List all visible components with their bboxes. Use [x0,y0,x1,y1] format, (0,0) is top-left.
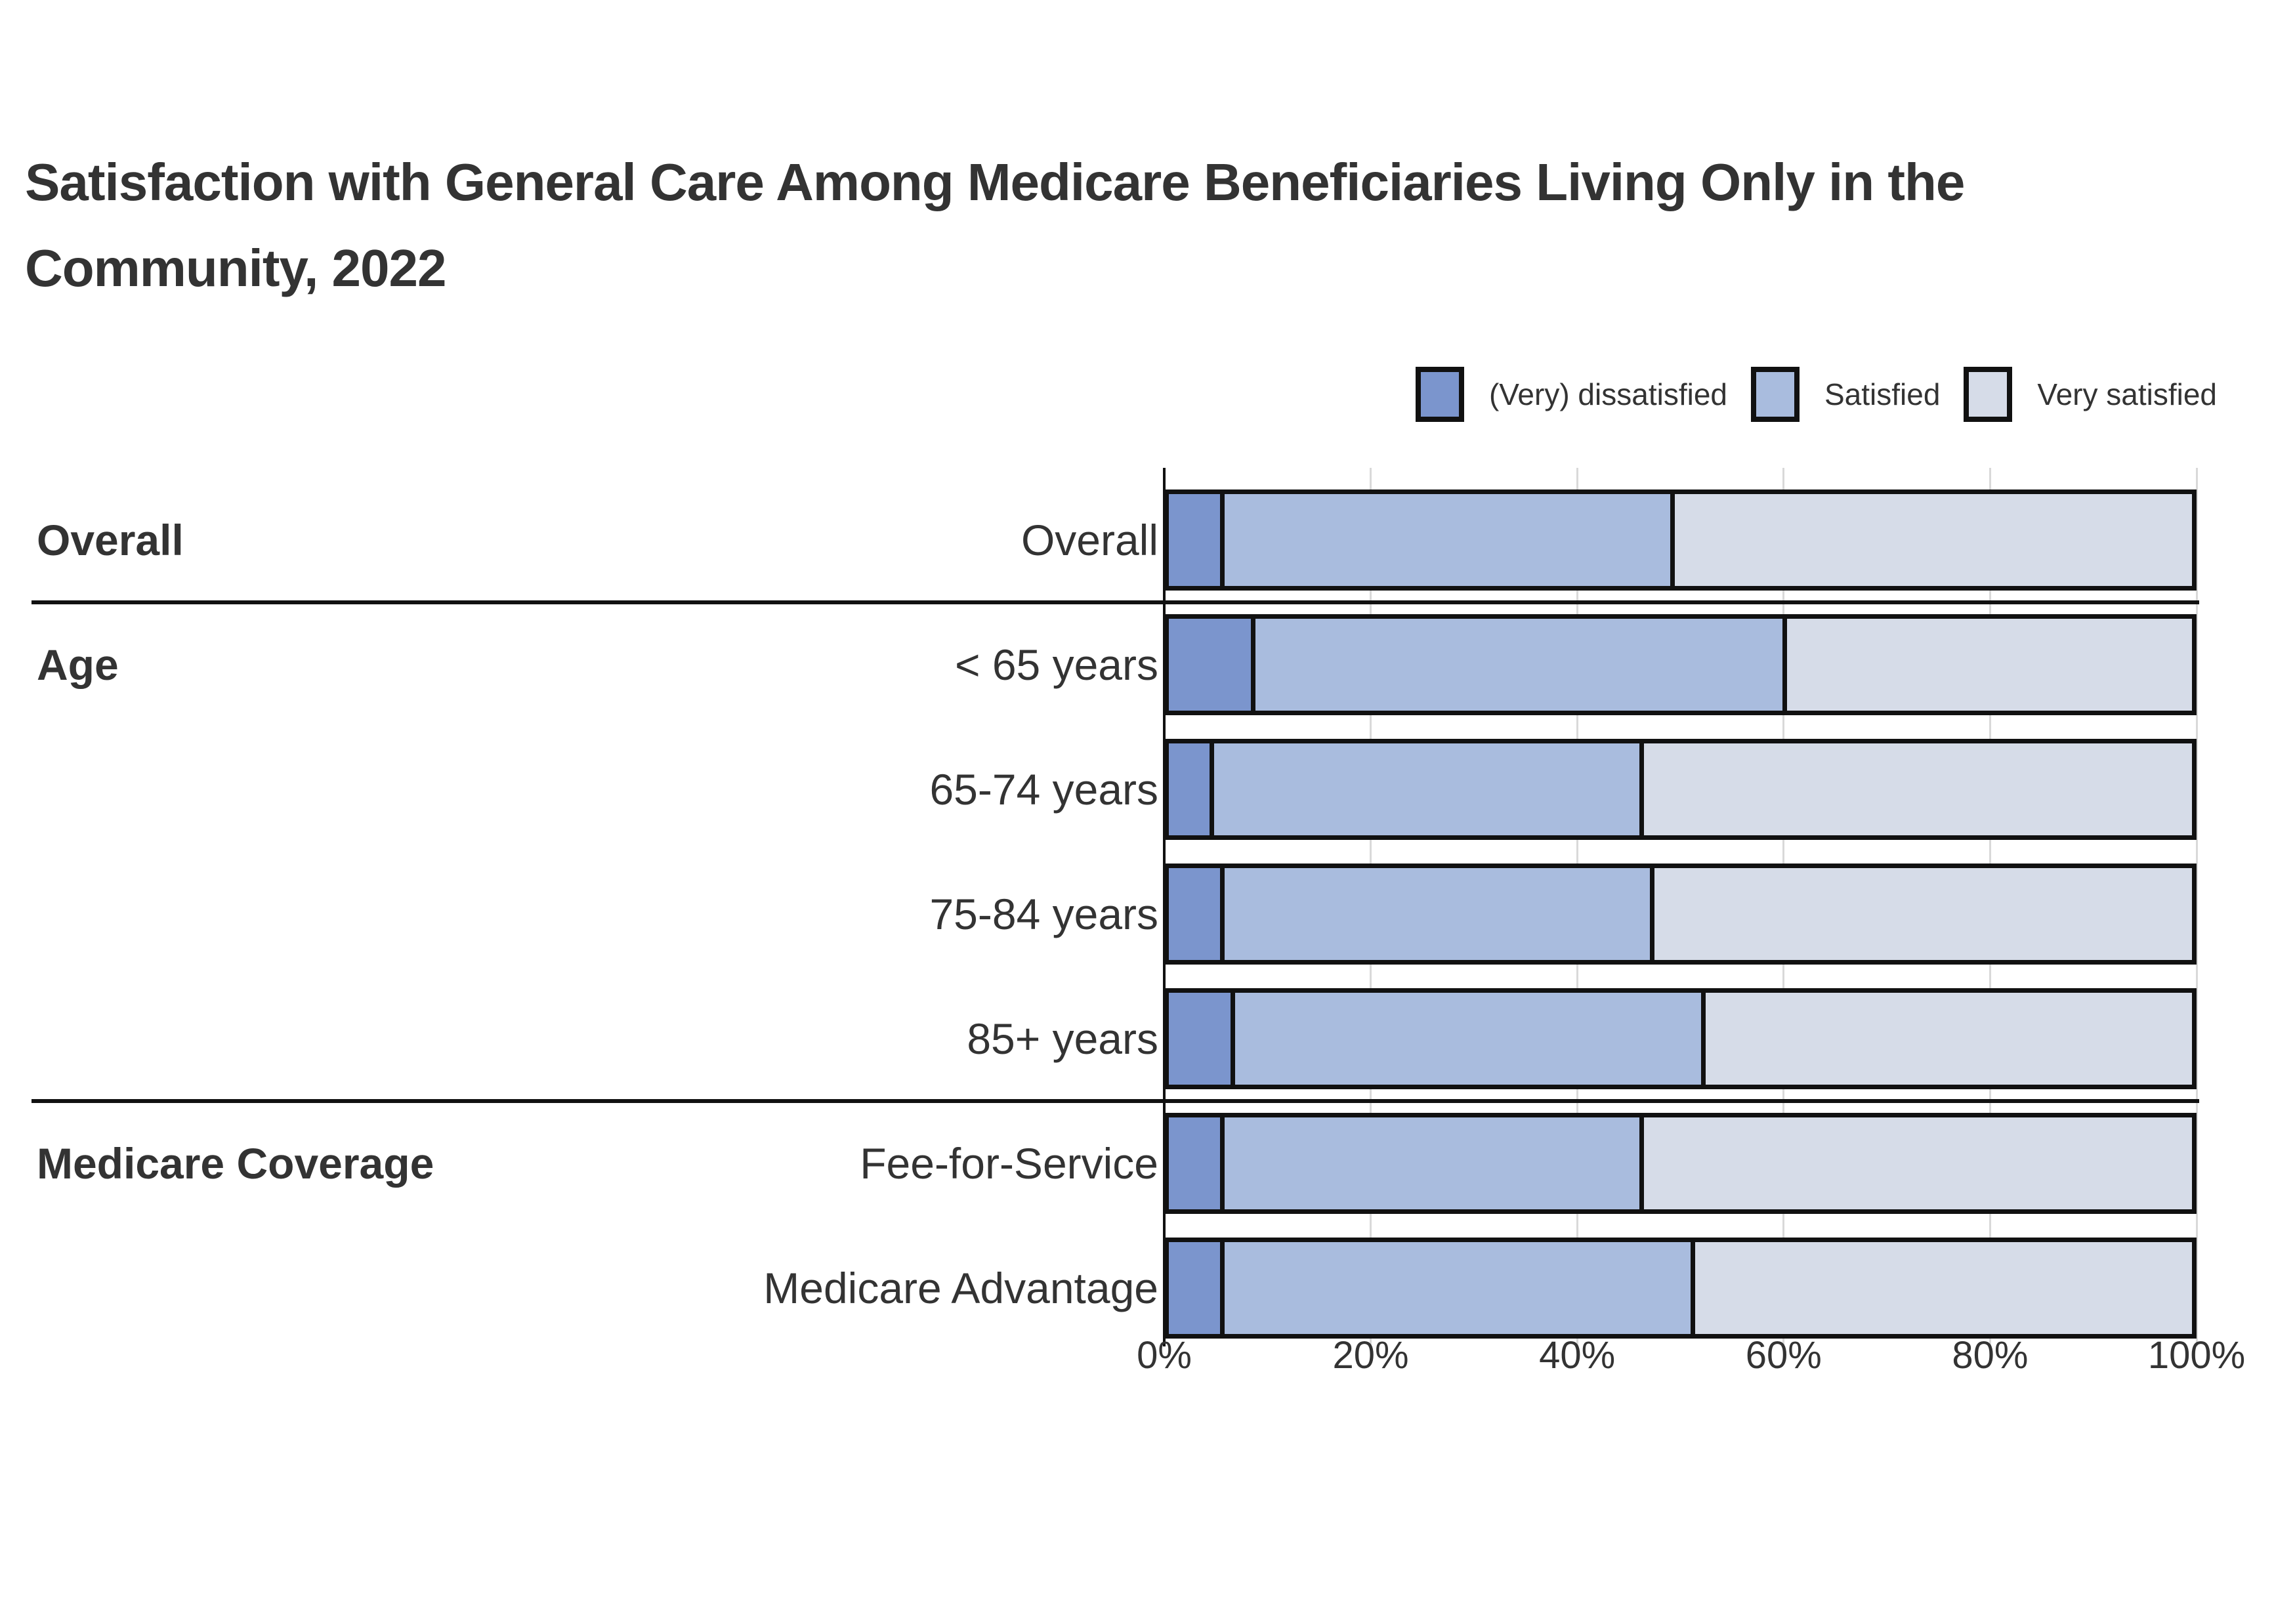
bar-segment-satisfied [1219,1117,1640,1209]
bar-segment-very_satisfied [1649,868,2192,960]
bar-row-5 [1164,1113,2197,1214]
legend: (Very) dissatisfied Satisfied Very satisfi… [1415,365,2217,424]
bar-row-2 [1164,739,2197,840]
x-axis-label-40%: 40% [1539,1334,1616,1377]
row-label-5: Fee-for-Service [860,1139,1158,1188]
bar-segment-dissatisfied [1169,619,1251,711]
x-axis-label-60%: 60% [1745,1334,1822,1377]
bar-segment-dissatisfied [1169,1242,1220,1334]
x-axis-label-100%: 100% [2147,1334,2246,1377]
x-axis-label-0%: 0% [1137,1334,1192,1377]
bar-row-4 [1164,988,2197,1089]
bar-segment-dissatisfied [1169,993,1231,1085]
bar-segment-dissatisfied [1169,494,1220,586]
legend-swatch-very_satisfied [1964,367,2013,422]
group-label-1: Age [37,640,119,689]
group-label-0: Overall [37,516,184,564]
legend-label: (Very) dissatisfied [1488,377,1727,411]
bar-segment-satisfied [1219,868,1650,960]
legend-item: (Very) dissatisfied [1415,367,1727,422]
bar-segment-dissatisfied [1169,1117,1220,1209]
bar-segment-satisfied [1210,743,1640,835]
row-label-0: Overall [1021,516,1158,564]
row-label-4: 85+ years [967,1014,1158,1063]
bar-segment-dissatisfied [1169,868,1220,960]
bar-segment-satisfied [1219,1242,1691,1334]
legend-swatch-dissatisfied [1415,367,1464,422]
gridline-100 [2195,468,2198,1346]
bar-segment-very_satisfied [1691,1242,2192,1334]
legend-label: Very satisfied [2037,377,2217,411]
x-axis-label-80%: 80% [1952,1334,2029,1377]
group-divider-2 [32,1099,2199,1103]
legend-item: Very satisfied [1964,367,2217,422]
bar-row-3 [1164,864,2197,965]
bar-segment-satisfied [1219,494,1670,586]
row-label-6: Medicare Advantage [763,1264,1158,1312]
bar-segment-satisfied [1230,993,1701,1085]
bar-segment-dissatisfied [1169,743,1210,835]
bar-segment-very_satisfied [1639,743,2192,835]
chart-title: Satisfaction with General Care Among Med… [25,153,1965,297]
x-axis-label-20%: 20% [1332,1334,1409,1377]
bar-segment-satisfied [1250,619,1783,711]
bar-segment-very_satisfied [1670,494,2192,586]
group-divider-1 [32,600,2199,604]
bar-row-6 [1164,1238,2197,1339]
bar-row-0 [1164,489,2197,591]
row-label-3: 75-84 years [929,890,1158,938]
bar-segment-very_satisfied [1639,1117,2192,1209]
row-label-1: < 65 years [954,640,1158,689]
legend-label: Satisfied [1824,377,1941,411]
row-label-2: 65-74 years [929,765,1158,814]
legend-swatch-satisfied [1750,367,1800,422]
bar-row-1 [1164,614,2197,715]
group-label-2: Medicare Coverage [37,1139,434,1188]
bar-segment-very_satisfied [1700,993,2192,1085]
legend-item: Satisfied [1750,367,1941,422]
bar-segment-very_satisfied [1782,619,2192,711]
